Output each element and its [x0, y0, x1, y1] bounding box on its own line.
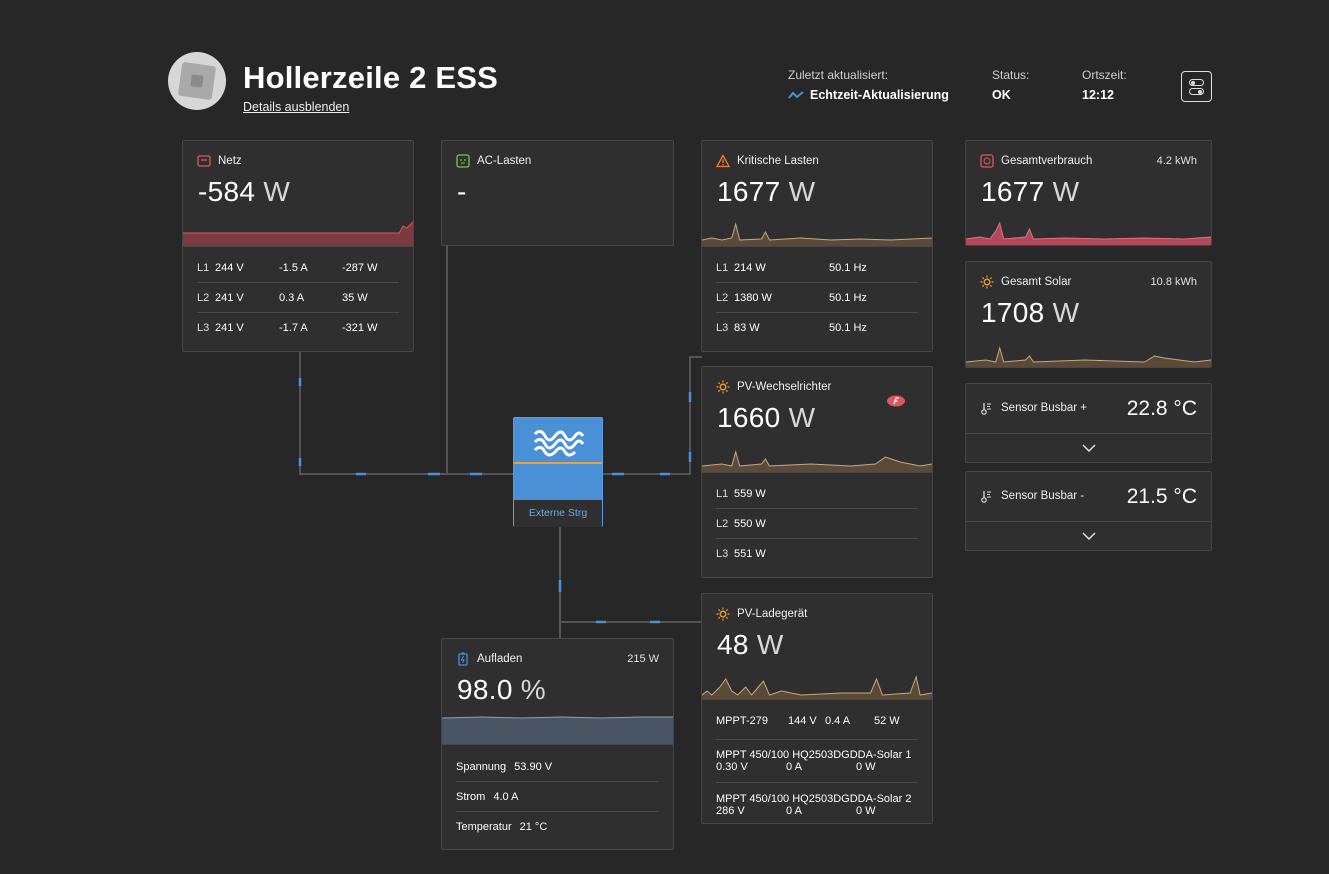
- table-row: L1 214 W 50.1 Hz: [716, 253, 918, 283]
- table-row: L1 244 V -1.5 A -287 W: [197, 253, 399, 283]
- critical-loads-table: L1 214 W 50.1 Hz L2 1380 W 50.1 Hz L3 83 W 50.…: [716, 253, 918, 343]
- total-solar-sparkline: [966, 346, 1211, 367]
- table-row: L1 559 W: [716, 479, 918, 509]
- last-updated-text: Echtzeit-Aktualisierung: [810, 88, 949, 102]
- sensor-busbar-minus-title: Sensor Busbar -: [1001, 490, 1085, 502]
- inverter-mode-label: Externe Strg: [528, 507, 588, 519]
- pv-inverter-table: L1 559 W L2 550 W L3 551 W: [716, 479, 918, 569]
- expand-sensor-minus-button[interactable]: [966, 521, 1211, 550]
- battery-soc-value: 98.0 %: [457, 674, 546, 705]
- table-row: L2 1380 W 50.1 Hz: [716, 283, 918, 313]
- total-consumption-title: Gesamtverbrauch: [1001, 155, 1093, 167]
- table-row: L3 241 V -1.7 A -321 W: [197, 322, 378, 334]
- sun-icon: [980, 275, 994, 289]
- critical-loads-value: 1677 W: [717, 176, 816, 207]
- table-row: L3 83 W 50.1 Hz: [716, 322, 867, 334]
- critical-loads-sparkline: [702, 222, 932, 246]
- total-solar-value: 1708 W: [981, 297, 1080, 328]
- total-consumption-energy: 4.2 kWh: [1156, 155, 1197, 167]
- mppt-table: MPPT-279 144 V 0.4 A 52 W MPPT 450/100 HQ25…: [716, 702, 918, 823]
- total-solar-title: Gesamt Solar: [1001, 276, 1072, 288]
- battery-title: Aufladen: [477, 653, 523, 665]
- realtime-wave-icon: [788, 91, 804, 99]
- sensor-busbar-plus-card[interactable]: Sensor Busbar + 22.8 °C: [965, 383, 1212, 463]
- socket-icon: [456, 154, 470, 168]
- battery-table: Spannung 53.90 V Strom 4.0 A Temperatur 21 …: [456, 752, 659, 842]
- grid-sparkline: [183, 221, 413, 246]
- ac-loads-card[interactable]: AC-Lasten -: [441, 140, 674, 246]
- warning-icon: [716, 154, 730, 168]
- thermometer-icon: [981, 491, 991, 503]
- inverter-device[interactable]: Externe Strg: [513, 417, 603, 527]
- expand-sensor-plus-button[interactable]: [966, 433, 1211, 462]
- total-consumption-card[interactable]: Gesamtverbrauch 4.2 kWh 1677 W: [965, 140, 1212, 246]
- total-solar-card[interactable]: Gesamt Solar 10.8 kWh 1708 W: [965, 261, 1212, 368]
- pv-charger-value: 48 W: [717, 629, 784, 660]
- table-row: Spannung 53.90 V: [456, 752, 659, 782]
- page-title: Hollerzeile 2 ESS: [243, 60, 498, 95]
- pv-charger-sparkline: [702, 675, 932, 699]
- fronius-badge-icon: [887, 395, 905, 407]
- critical-loads-card[interactable]: Kritische Lasten 1677 W L1 214 W 50.1 Hz L…: [701, 140, 933, 352]
- last-updated-value: Echtzeit-Aktualisierung: [788, 88, 949, 102]
- chevron-down-icon: [1081, 444, 1096, 452]
- chevron-down-icon: [1081, 532, 1096, 540]
- total-solar-energy: 10.8 kWh: [1150, 276, 1197, 288]
- critical-loads-title: Kritische Lasten: [737, 155, 819, 167]
- pv-inverter-card[interactable]: PV-Wechselrichter 1660 W L1 559 W L2 550 W…: [701, 366, 933, 578]
- local-time-label: Ortszeit:: [1082, 68, 1127, 82]
- pv-inverter-sparkline: [702, 450, 932, 472]
- thermometer-icon: [981, 403, 991, 415]
- victron-logo-icon: [533, 429, 585, 457]
- total-consumption-sparkline: [966, 221, 1211, 245]
- ac-loads-value: -: [457, 176, 467, 207]
- local-time-value: 12:12: [1082, 88, 1114, 102]
- socket-icon: [980, 154, 994, 168]
- sensor-busbar-plus-value: 22.8 °C: [1126, 397, 1197, 420]
- pv-inverter-value: 1660 W: [717, 402, 816, 433]
- sensor-busbar-plus-title: Sensor Busbar +: [1001, 402, 1087, 414]
- last-updated-label: Zuletzt aktualisiert:: [788, 68, 889, 82]
- table-row: Temperatur 21 °C: [456, 821, 548, 833]
- pv-charger-card[interactable]: PV-Ladegerät 48 W MPPT-279 144 V 0.4 A 52 W…: [701, 593, 933, 824]
- pv-inverter-title: PV-Wechselrichter: [737, 381, 832, 393]
- sun-icon: [716, 607, 730, 621]
- table-row: MPPT-279 144 V 0.4 A 52 W: [716, 702, 918, 740]
- battery-charging-icon: [458, 652, 468, 666]
- battery-card[interactable]: Aufladen 215 W 98.0 % Spannung 53.90 V St…: [441, 638, 674, 850]
- table-row: Strom 4.0 A: [456, 782, 659, 812]
- pv-charger-title: PV-Ladegerät: [737, 608, 808, 620]
- grid-phase-table: L1 244 V -1.5 A -287 W L2 241 V 0.3 A 35 W L3 2…: [197, 253, 399, 343]
- sensor-busbar-minus-card[interactable]: Sensor Busbar - 21.5 °C: [965, 471, 1212, 551]
- status-label: Status:: [992, 68, 1030, 82]
- sun-icon: [716, 380, 730, 394]
- hide-details-link[interactable]: Details ausblenden: [243, 100, 350, 114]
- view-toggle-button[interactable]: [1181, 71, 1212, 102]
- grid-meter-icon: [197, 155, 211, 167]
- status-value: OK: [992, 88, 1011, 102]
- battery-power: 215 W: [627, 653, 659, 665]
- grid-power-value: -584 W: [198, 176, 291, 207]
- total-consumption-value: 1677 W: [981, 176, 1080, 207]
- table-row: L2 550 W: [716, 509, 918, 539]
- sensor-busbar-minus-value: 21.5 °C: [1126, 485, 1197, 508]
- ac-loads-title: AC-Lasten: [477, 155, 532, 167]
- battery-sparkline: [442, 716, 673, 744]
- grid-title: Netz: [218, 155, 242, 167]
- table-row: L2 241 V 0.3 A 35 W: [197, 283, 399, 313]
- table-row: L3 551 W: [716, 548, 766, 560]
- site-logo: [168, 52, 226, 110]
